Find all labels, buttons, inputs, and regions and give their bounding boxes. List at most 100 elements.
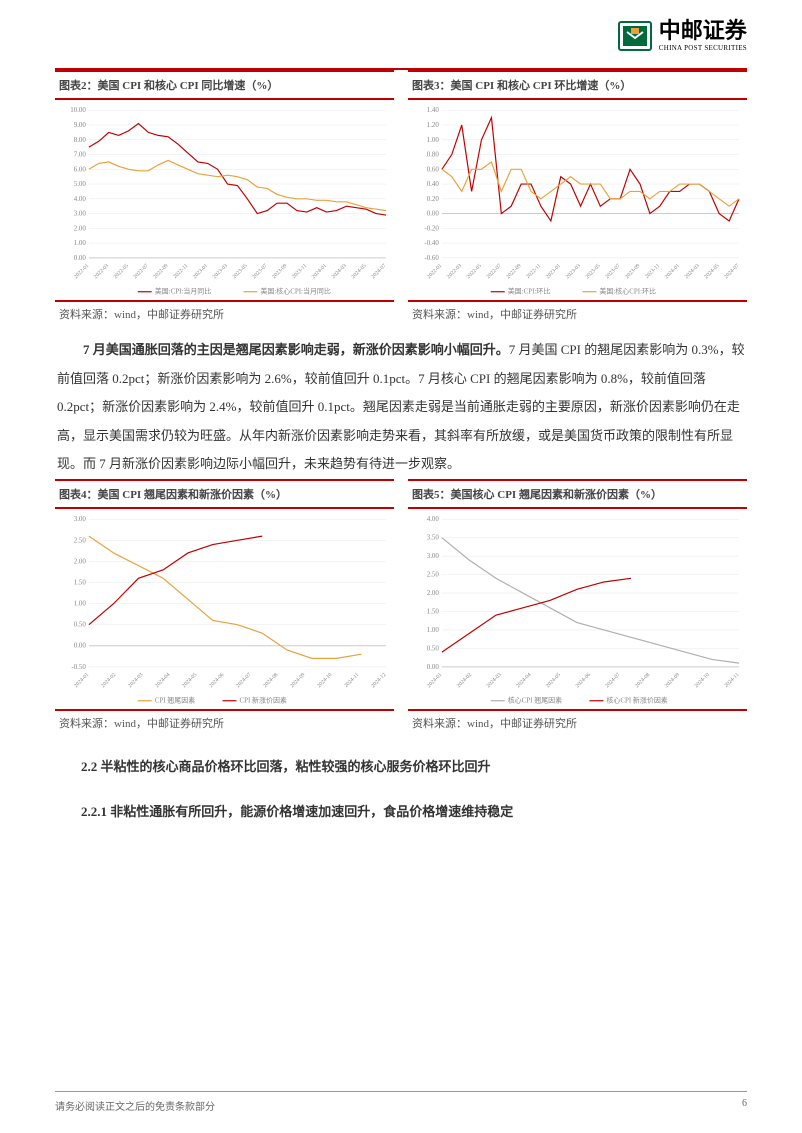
chart4-title: 图表4：美国 CPI 翘尾因素和新涨价因素（%） — [55, 479, 394, 509]
chart5-title: 图表5：美国核心 CPI 翘尾因素和新涨价因素（%） — [408, 479, 747, 509]
svg-text:2024-09: 2024-09 — [289, 672, 306, 689]
svg-text:1.50: 1.50 — [74, 578, 87, 586]
svg-text:3.00: 3.00 — [74, 210, 87, 218]
svg-text:1.00: 1.00 — [427, 136, 440, 144]
svg-text:美国:核心CPI:当月同比: 美国:核心CPI:当月同比 — [260, 287, 330, 296]
svg-text:2023-09: 2023-09 — [271, 263, 288, 280]
brand-header: 中邮证券 CHINA POST SECURITIES — [617, 18, 747, 54]
svg-text:1.20: 1.20 — [427, 121, 440, 129]
svg-text:CPI 新涨价因素: CPI 新涨价因素 — [239, 696, 286, 705]
svg-text:0.00: 0.00 — [427, 663, 440, 671]
svg-text:2022-07: 2022-07 — [486, 263, 503, 280]
svg-text:-0.40: -0.40 — [424, 239, 439, 247]
svg-text:0.60: 0.60 — [427, 165, 440, 173]
svg-text:美国:CPI:环比: 美国:CPI:环比 — [508, 287, 551, 296]
svg-text:核心CPI 新涨价因素: 核心CPI 新涨价因素 — [606, 696, 667, 705]
chart4-plot: -0.500.000.501.001.502.002.503.002024-01… — [55, 509, 394, 709]
para1-rest: 7 月美国 CPI 的翘尾因素影响为 0.3%，较前值回落 0.2pct；新涨价… — [57, 342, 745, 471]
chart4-panel: 图表4：美国 CPI 翘尾因素和新涨价因素（%） -0.50 0.00 0.50 1.… — [55, 479, 394, 737]
svg-text:2024-07: 2024-07 — [370, 263, 387, 280]
svg-text:2024-01: 2024-01 — [311, 263, 328, 280]
svg-text:2022-05: 2022-05 — [113, 263, 130, 280]
chart3-title: 图表3：美国 CPI 和核心 CPI 环比增速（%） — [408, 70, 747, 100]
page-footer: 请务必阅读正文之后的免责条款部分 6 — [55, 1091, 747, 1113]
para1-bold: 7 月美国通胀回落的主因是翘尾因素影响走弱，新涨价因素影响小幅回升。 — [83, 342, 509, 357]
svg-text:2024-10: 2024-10 — [316, 672, 333, 689]
svg-text:6.00: 6.00 — [74, 165, 87, 173]
brand-name-cn: 中邮证券 — [659, 20, 747, 42]
svg-text:0.00: 0.00 — [74, 642, 87, 650]
svg-text:2023-03: 2023-03 — [212, 263, 229, 280]
svg-text:2024-05: 2024-05 — [703, 263, 720, 280]
svg-text:2022-11: 2022-11 — [172, 263, 189, 280]
svg-text:0.80: 0.80 — [427, 151, 440, 159]
svg-text:2022-05: 2022-05 — [466, 263, 483, 280]
chart5-source: 资料来源：wind，中邮证券研究所 — [408, 709, 747, 737]
svg-text:2023-07: 2023-07 — [604, 263, 621, 280]
svg-text:2024-12: 2024-12 — [370, 672, 387, 689]
svg-text:2024-04: 2024-04 — [154, 672, 171, 689]
svg-text:2024-03: 2024-03 — [684, 263, 701, 280]
svg-text:2.00: 2.00 — [74, 224, 87, 232]
svg-text:3.00: 3.00 — [74, 515, 87, 523]
brand-name-en: CHINA POST SECURITIES — [659, 44, 747, 52]
section-2-2-1-heading: 2.2.1 非粘性通胀有所回升，能源价格增速加速回升，食品价格增速维持稳定 — [55, 798, 747, 827]
svg-text:2022-03: 2022-03 — [446, 263, 463, 280]
svg-text:2023-07: 2023-07 — [251, 263, 268, 280]
svg-text:2.00: 2.00 — [427, 589, 440, 597]
svg-text:2024-03: 2024-03 — [127, 672, 144, 689]
svg-text:2024-06: 2024-06 — [575, 672, 592, 689]
svg-text:2024-08: 2024-08 — [634, 672, 651, 689]
svg-text:2022-07: 2022-07 — [133, 263, 150, 280]
svg-text:1.50: 1.50 — [427, 607, 440, 615]
svg-text:2023-11: 2023-11 — [644, 263, 661, 280]
chart2-source: 资料来源：wind，中邮证券研究所 — [55, 300, 394, 328]
chart4-source: 资料来源：wind，中邮证券研究所 — [55, 709, 394, 737]
svg-text:2024-10: 2024-10 — [694, 672, 711, 689]
svg-text:2024-01: 2024-01 — [426, 672, 443, 689]
svg-text:2024-01: 2024-01 — [73, 672, 90, 689]
svg-text:2022-01: 2022-01 — [426, 263, 443, 280]
svg-text:-0.60: -0.60 — [424, 254, 439, 262]
svg-text:4.00: 4.00 — [74, 195, 87, 203]
svg-text:0.00: 0.00 — [74, 254, 87, 262]
svg-text:-0.20: -0.20 — [424, 224, 439, 232]
svg-text:2024-11: 2024-11 — [343, 672, 360, 689]
section-2-2-heading: 2.2 半粘性的核心商品价格环比回落，粘性较强的核心服务价格环比回升 — [55, 753, 747, 782]
svg-text:0.00: 0.00 — [427, 210, 440, 218]
chart5-plot: 0.000.501.001.502.002.503.003.504.002024… — [408, 509, 747, 709]
svg-text:2024-09: 2024-09 — [664, 672, 681, 689]
svg-text:-0.50: -0.50 — [71, 663, 86, 671]
svg-text:2022-09: 2022-09 — [152, 263, 169, 280]
svg-text:2.50: 2.50 — [74, 536, 87, 544]
svg-text:核心CPI 翘尾因素: 核心CPI 翘尾因素 — [508, 696, 562, 705]
svg-text:1.00: 1.00 — [427, 626, 440, 634]
chart2-title: 图表2：美国 CPI 和核心 CPI 同比增速（%） — [55, 70, 394, 100]
svg-text:2024-11: 2024-11 — [723, 672, 740, 689]
svg-text:2022-09: 2022-09 — [505, 263, 522, 280]
chart5-panel: 图表5：美国核心 CPI 翘尾因素和新涨价因素（%） 0.000.501.001… — [408, 479, 747, 737]
svg-text:2023-01: 2023-01 — [545, 263, 562, 280]
svg-text:美国:核心CPI:环比: 美国:核心CPI:环比 — [599, 287, 656, 296]
svg-text:7.00: 7.00 — [74, 151, 87, 159]
svg-text:2024-03: 2024-03 — [486, 672, 503, 689]
svg-text:CPI 翘尾因素: CPI 翘尾因素 — [155, 696, 195, 705]
svg-text:2022-01: 2022-01 — [73, 263, 90, 280]
svg-text:2024-06: 2024-06 — [208, 672, 225, 689]
svg-text:1.40: 1.40 — [427, 106, 440, 114]
svg-text:0.50: 0.50 — [74, 621, 87, 629]
svg-text:2022-03: 2022-03 — [93, 263, 110, 280]
svg-text:2024-07: 2024-07 — [723, 263, 740, 280]
svg-text:2024-01: 2024-01 — [664, 263, 681, 280]
svg-text:5.00: 5.00 — [74, 180, 87, 188]
svg-text:2024-05: 2024-05 — [350, 263, 367, 280]
svg-text:0.20: 0.20 — [427, 195, 440, 203]
svg-text:2024-07: 2024-07 — [235, 672, 252, 689]
svg-text:3.50: 3.50 — [427, 534, 440, 542]
svg-text:2022-11: 2022-11 — [525, 263, 542, 280]
svg-text:2023-11: 2023-11 — [291, 263, 308, 280]
chart3-plot: -0.60-0.40-0.200.000.200.400.600.801.001… — [408, 100, 747, 300]
svg-text:2023-01: 2023-01 — [192, 263, 209, 280]
svg-text:3.00: 3.00 — [427, 552, 440, 560]
paragraph-1: 7 月美国通胀回落的主因是翘尾因素影响走弱，新涨价因素影响小幅回升。7 月美国 … — [55, 336, 747, 479]
